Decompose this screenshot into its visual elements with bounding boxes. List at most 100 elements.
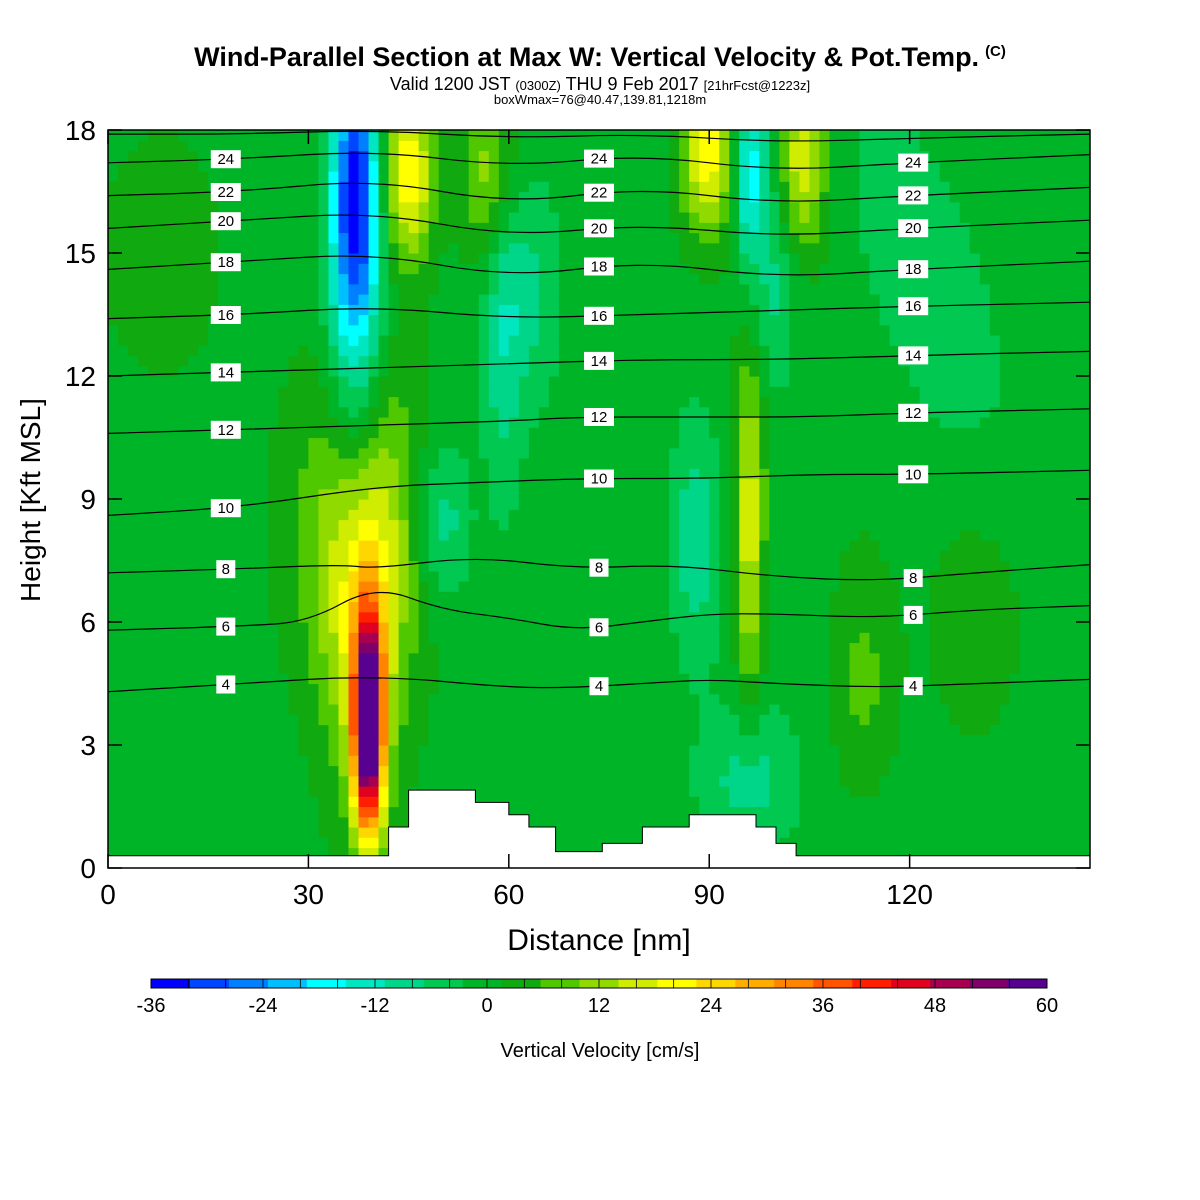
field-cell — [138, 540, 149, 551]
field-cell — [689, 396, 700, 408]
field-cell — [488, 560, 500, 572]
field-cell — [709, 447, 720, 459]
field-cell — [148, 827, 159, 838]
field-cell — [218, 458, 229, 469]
field-cell — [308, 591, 320, 603]
field-cell — [1029, 611, 1041, 623]
field-cell — [809, 396, 821, 408]
field-cell — [508, 570, 520, 582]
field-cell — [448, 745, 460, 756]
field-cell — [889, 724, 901, 736]
field-cell — [238, 376, 249, 387]
field-cell — [138, 468, 149, 480]
field-cell — [478, 714, 490, 726]
field-cell — [849, 550, 861, 562]
field-cell — [1019, 396, 1031, 408]
field-cell — [178, 427, 189, 439]
field-cell — [829, 673, 841, 685]
field-cell — [588, 509, 600, 521]
field-cell — [679, 488, 690, 500]
field-cell — [919, 519, 931, 531]
field-cell — [308, 519, 320, 531]
field-cell — [368, 509, 380, 521]
field-cell — [358, 816, 370, 828]
field-cell — [889, 816, 901, 828]
field-cell — [458, 478, 470, 490]
field-cell — [138, 478, 149, 490]
field-cell — [238, 632, 249, 644]
field-cell — [148, 601, 159, 613]
field-cell — [388, 652, 400, 664]
field-cell — [368, 581, 380, 592]
field-cell — [308, 365, 320, 377]
field-cell — [1009, 734, 1021, 746]
field-cell — [699, 499, 710, 510]
field-cell — [749, 601, 760, 613]
field-cell — [719, 509, 730, 521]
field-cell — [1019, 427, 1031, 439]
field-cell — [829, 581, 841, 592]
field-cell — [719, 550, 730, 562]
field-cell — [418, 601, 430, 613]
field-cell — [518, 673, 530, 685]
field-cell — [138, 755, 149, 767]
field-cell — [799, 540, 811, 551]
field-cell — [769, 488, 780, 500]
field-cell — [1029, 478, 1041, 490]
field-cell — [438, 540, 450, 551]
field-cell — [118, 816, 129, 828]
field-cell — [338, 478, 350, 490]
field-cell — [428, 765, 440, 777]
field-cell — [198, 345, 209, 357]
field-cell — [899, 837, 911, 849]
field-cell — [228, 734, 239, 746]
field-cell — [588, 693, 600, 705]
field-cell — [949, 437, 961, 449]
field-cell — [879, 478, 891, 490]
field-cell — [168, 550, 179, 562]
field-cell — [528, 734, 540, 746]
field-cell — [548, 786, 560, 797]
field-cell — [939, 570, 951, 582]
field-cell — [378, 550, 390, 562]
chart-title-text: Wind-Parallel Section at Max W: Vertical… — [194, 42, 980, 72]
field-cell — [909, 734, 921, 746]
field-cell — [178, 468, 189, 480]
field-cell — [629, 827, 640, 838]
field-cell — [128, 704, 139, 715]
field-cell — [879, 765, 891, 777]
field-cell — [518, 775, 530, 787]
forecast-info: [21hrFcst@1223z] — [703, 78, 811, 93]
field-cell — [689, 652, 700, 664]
field-cell — [1059, 611, 1071, 623]
field-cell — [338, 570, 350, 582]
field-cell — [659, 816, 670, 828]
field-cell — [258, 581, 269, 592]
field-cell — [588, 386, 600, 398]
field-cell — [288, 458, 299, 469]
field-cell — [1069, 663, 1081, 674]
field-cell — [669, 570, 680, 582]
field-cell — [518, 765, 530, 777]
field-cell — [939, 386, 951, 398]
field-cell — [939, 355, 951, 367]
field-cell — [448, 345, 460, 357]
field-cell — [799, 570, 811, 582]
field-cell — [869, 417, 881, 428]
field-cell — [769, 683, 780, 695]
field-cell — [198, 704, 209, 715]
field-cell — [789, 775, 801, 787]
field-cell — [378, 704, 390, 715]
field-cell — [1069, 396, 1081, 408]
field-cell — [238, 529, 249, 541]
field-cell — [699, 540, 710, 551]
field-cell — [288, 365, 299, 377]
field-cell — [198, 396, 209, 408]
field-cell — [629, 591, 640, 603]
field-cell — [929, 509, 941, 521]
field-cell — [318, 816, 330, 828]
field-cell — [849, 714, 861, 726]
field-cell — [949, 806, 961, 818]
field-cell — [1019, 745, 1031, 756]
field-cell — [188, 591, 199, 603]
